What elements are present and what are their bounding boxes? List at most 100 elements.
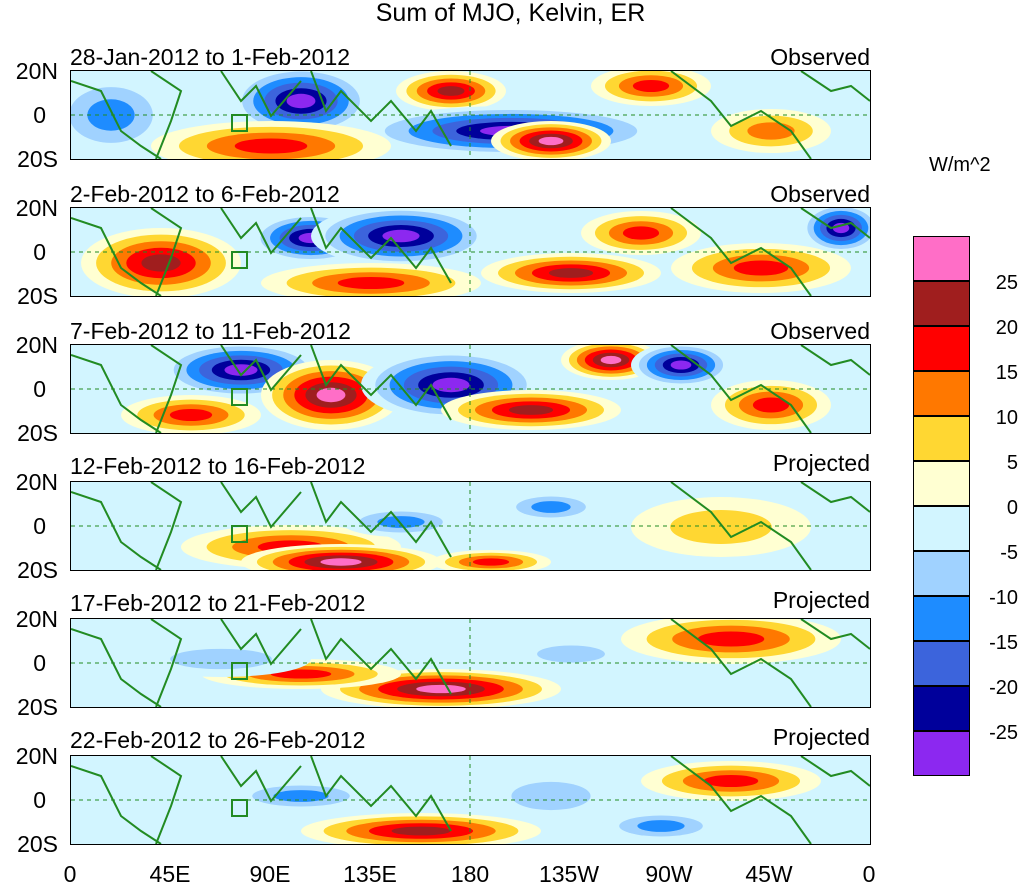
panel-5-map — [70, 618, 871, 708]
coastline — [220, 619, 302, 666]
coastline — [800, 71, 870, 102]
xlabel-180: 180 — [450, 861, 490, 887]
anomaly-contour — [511, 781, 591, 811]
coastline — [150, 482, 183, 570]
colorbar-label-15: 15 — [995, 362, 1018, 384]
coastline — [71, 491, 162, 570]
anomaly-contour — [141, 254, 181, 272]
anomaly-contour — [472, 558, 510, 566]
colorbar-label-0: 0 — [1006, 497, 1018, 519]
panel-1-map — [70, 70, 871, 160]
colorbar-label-neg10: -10 — [989, 587, 1018, 609]
colorbar-box-8 — [913, 551, 970, 596]
colorbar-label-neg15: -15 — [989, 632, 1018, 654]
anomaly-contour — [437, 86, 465, 96]
panel-3-date-range: 7-Feb-2012 to 11-Feb-2012 — [70, 318, 351, 344]
coastline — [71, 217, 162, 296]
coastline — [800, 345, 870, 376]
panel-3-ylabel-0: 0 — [33, 376, 46, 402]
coastline — [220, 208, 302, 255]
colorbar-label-25: 25 — [995, 272, 1018, 294]
coastline — [310, 756, 452, 832]
anomaly-contour — [703, 774, 759, 788]
coastline — [71, 354, 162, 433]
colorbar-label-neg20: -20 — [989, 677, 1018, 699]
figure-title: Sum of MJO, Kelvin, ER — [375, 0, 646, 27]
panel-2-map — [70, 207, 871, 297]
panel-6-date-range: 22-Feb-2012 to 26-Feb-2012 — [70, 727, 366, 753]
colorbar-box-10 — [913, 641, 970, 686]
panel-1-date-range: 28-Jan-2012 to 1-Feb-2012 — [70, 44, 351, 70]
anomaly-contour — [432, 377, 470, 393]
panel-3-ylabel-20s: 20S — [17, 420, 58, 446]
coastline — [310, 71, 452, 147]
anomaly-contour — [548, 268, 594, 278]
coastline — [800, 619, 870, 650]
coastline — [310, 208, 452, 284]
panel-1-status: Observed — [770, 44, 870, 70]
colorbar-box-2 — [913, 281, 970, 326]
anomaly-contour — [670, 510, 772, 544]
xlabel-90e: 90E — [249, 861, 291, 887]
xlabel-0: 0 — [63, 861, 77, 887]
anomaly-contour — [670, 360, 692, 370]
coastline — [800, 482, 870, 513]
coastline — [310, 482, 452, 558]
panel-1-ylabel-0: 0 — [33, 102, 46, 128]
anomaly-contour — [747, 122, 795, 140]
panel-2-ylabel-0: 0 — [33, 239, 46, 265]
colorbar-box-6 — [913, 461, 970, 506]
region-box — [231, 662, 248, 680]
panel-4-date-range: 12-Feb-2012 to 16-Feb-2012 — [70, 453, 366, 479]
coastline — [220, 756, 302, 803]
anomaly-contour — [538, 136, 564, 146]
anomaly-contour — [337, 276, 405, 290]
anomaly-contour — [733, 260, 789, 276]
anomaly-contour — [170, 648, 272, 670]
colorbar-units: W/m^2 — [929, 154, 991, 176]
panel-2-ylabel-20n: 20N — [15, 195, 58, 221]
panel-4-map — [70, 481, 871, 571]
panel-2-status: Observed — [770, 181, 870, 207]
coastline — [71, 765, 162, 844]
coastline — [150, 756, 183, 844]
panel-2-date-range: 2-Feb-2012 to 6-Feb-2012 — [70, 181, 340, 207]
coastline — [220, 345, 302, 392]
colorbar-box-3 — [913, 326, 970, 371]
panel-3-map — [70, 344, 871, 434]
region-box — [231, 388, 248, 406]
anomaly-contour — [416, 684, 466, 694]
coastline — [670, 208, 812, 296]
coastline — [670, 756, 812, 844]
anomaly-contour — [600, 355, 622, 365]
colorbar-box-4 — [913, 371, 970, 416]
anomaly-contour — [273, 790, 329, 802]
coastline — [670, 619, 812, 707]
panel-4-ylabel-20s: 20S — [17, 557, 58, 583]
panel-4-status: Projected — [772, 450, 870, 476]
anomaly-contour — [537, 645, 605, 663]
panel-5-ylabel-20s: 20S — [17, 694, 58, 720]
region-box — [231, 799, 248, 817]
coastline — [220, 71, 302, 118]
anomaly-contour — [270, 669, 332, 679]
colorbar-label-5: 5 — [1006, 452, 1018, 474]
colorbar-box-7 — [913, 506, 970, 551]
xlabel-45w: 45W — [745, 861, 793, 887]
panel-5-date-range: 17-Feb-2012 to 21-Feb-2012 — [70, 590, 366, 616]
anomaly-contour — [234, 138, 308, 154]
region-box — [231, 525, 248, 543]
coastline — [670, 482, 812, 570]
colorbar-box-12 — [913, 731, 970, 776]
colorbar-label-neg25: -25 — [989, 722, 1018, 744]
anomaly-contour — [637, 820, 685, 832]
anomaly-contour — [531, 501, 571, 513]
panel-6-map — [70, 755, 871, 845]
coastline — [670, 345, 812, 433]
panel-4-ylabel-0: 0 — [33, 513, 46, 539]
anomaly-contour — [169, 408, 213, 422]
coastline — [150, 619, 183, 707]
panel-3-ylabel-20n: 20N — [15, 332, 58, 358]
colorbar-box-5 — [913, 416, 970, 461]
coastline — [800, 756, 870, 787]
